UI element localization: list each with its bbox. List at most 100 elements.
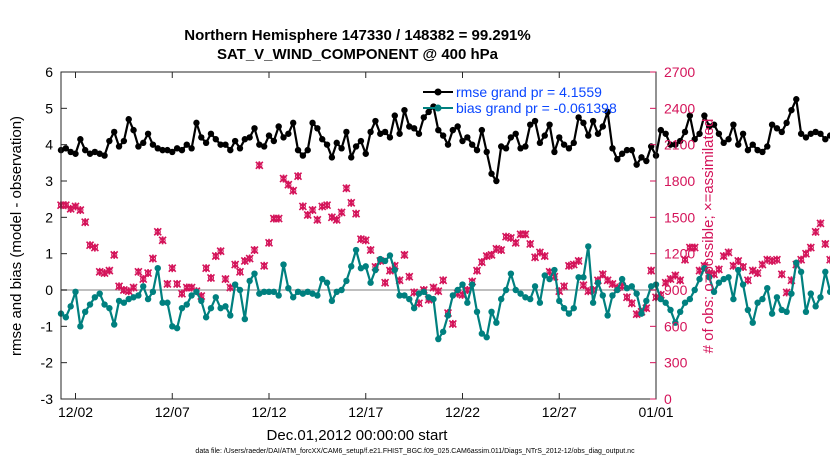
obs-count-point [400, 250, 409, 259]
obs-count-point [153, 227, 162, 236]
obs-count-point [366, 245, 375, 255]
obs-count-point [734, 256, 743, 265]
rmse-point [459, 137, 466, 145]
rmse-point [604, 108, 611, 116]
obs-count-point [487, 250, 496, 259]
rmse-point [169, 148, 176, 156]
obs-count-point [676, 276, 685, 285]
obs-count-point [511, 238, 520, 247]
obs-circle [527, 240, 534, 248]
obs-circle [512, 239, 519, 246]
bias-point [265, 288, 273, 296]
bias-point [788, 290, 795, 297]
rmse-point [183, 141, 190, 148]
x-tick-label: 12/07 [155, 404, 190, 420]
y-axis-right-label: # of obs: o=possible; ×=assimilated [700, 119, 717, 354]
obs-circle [609, 280, 616, 288]
bias-point [352, 246, 360, 254]
bias-point [512, 286, 519, 294]
obs-circle [106, 267, 113, 274]
obs-circle [149, 255, 157, 262]
bias-point [783, 308, 790, 315]
bias-point [468, 281, 476, 288]
bias-point [551, 266, 558, 274]
rmse-point [270, 137, 278, 145]
rmse-point [585, 132, 592, 139]
rmse-point [638, 154, 645, 161]
obs-circle [440, 277, 447, 284]
rmse-point [768, 121, 776, 128]
rmse-point [101, 152, 108, 159]
x-tick-label: 12/12 [251, 404, 286, 420]
obs-count-point [690, 243, 699, 252]
obs-count-point [313, 215, 322, 224]
legend-rmse-marker [434, 88, 442, 96]
rmse-point [773, 125, 781, 132]
obs-count-point [801, 249, 811, 258]
rmse-point [715, 130, 723, 137]
bias-point [178, 304, 186, 312]
rmse-point [633, 161, 640, 168]
rmse-point [483, 148, 490, 156]
rmse-point [362, 150, 369, 157]
rmse-point [594, 130, 602, 137]
obs-cross-a [826, 255, 830, 261]
y-right-tick-label: 1200 [664, 246, 695, 262]
obs-circle [362, 237, 369, 244]
bias-point [817, 294, 824, 301]
y-left-tick-label: 2 [45, 209, 53, 225]
bias-point [77, 323, 84, 330]
y-right-tick-label: 1800 [664, 173, 695, 189]
rmse-point [517, 145, 524, 152]
obs-count-point [439, 276, 448, 285]
bias-point [348, 263, 355, 270]
obs-circle [246, 255, 253, 262]
obs-circle [130, 284, 137, 291]
rmse-point [289, 119, 297, 127]
rmse-point [488, 170, 495, 177]
bias-point [802, 308, 810, 315]
y-axis-left-label: rmse and bias (model - observation) [8, 116, 25, 356]
chart-title-line-2: SAT_V_WIND_COMPONENT @ 400 hPa [216, 46, 499, 63]
rmse-point [531, 117, 539, 125]
bias-point [357, 265, 365, 272]
obs-circle [227, 284, 234, 291]
rmse-point [198, 134, 205, 141]
obs-count-point [627, 299, 636, 308]
bias-point [120, 299, 128, 306]
rmse-point [367, 128, 374, 136]
bias-point [735, 266, 742, 274]
bias-point [159, 299, 166, 306]
rmse-point [793, 96, 800, 103]
rmse-point [546, 121, 553, 128]
obs-circle [827, 256, 830, 263]
rmse-point [391, 112, 398, 119]
rmse-point [754, 146, 761, 154]
bias-point [415, 290, 423, 297]
rmse-point [348, 154, 355, 161]
bias-point [565, 310, 573, 317]
bias-point [464, 299, 471, 306]
plot-frame [60, 71, 657, 400]
bias-point [797, 268, 805, 276]
obs-count-point [816, 219, 825, 228]
rmse-point [381, 128, 389, 136]
bias-point [647, 283, 655, 290]
rmse-point [343, 128, 350, 136]
rmse-point [681, 128, 689, 136]
bias-point [406, 295, 413, 303]
obs-circle [251, 246, 258, 254]
obs-count-point [647, 266, 656, 275]
obs-count-point [245, 254, 254, 263]
bias-point [744, 306, 752, 314]
bias-point [430, 295, 437, 303]
rmse-point [454, 123, 461, 130]
bias-point [101, 301, 108, 308]
bias-point [86, 301, 94, 308]
obs-count-point [448, 319, 457, 328]
obs-count-point [76, 206, 85, 215]
y-right-tick-label: 0 [664, 391, 672, 407]
obs-count-point [826, 255, 830, 264]
obs-circle [725, 249, 732, 256]
bias-point [289, 294, 297, 301]
